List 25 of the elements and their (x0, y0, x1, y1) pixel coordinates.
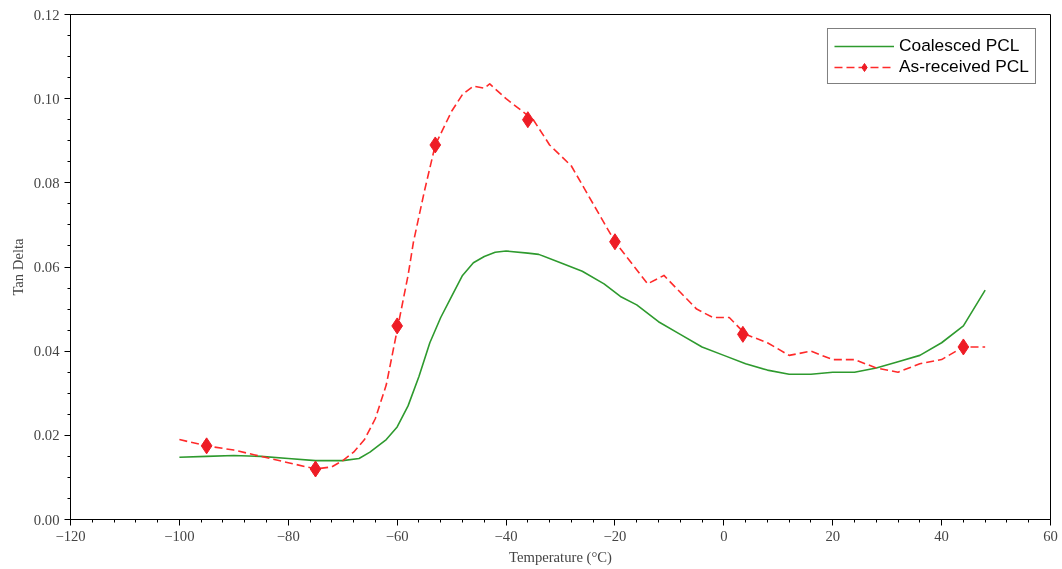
y-tick-label: 0.00 (33, 511, 60, 528)
point (309, 460, 322, 478)
x-tick-label: 0 (720, 527, 728, 544)
x-tick-label: 20 (825, 527, 841, 544)
y-axis-title: Tan Delta (9, 237, 26, 296)
x-tick-label: 40 (934, 527, 949, 544)
point (429, 136, 442, 154)
x-tick-label: −100 (164, 527, 195, 544)
point (957, 338, 970, 356)
x-tick-label: −60 (385, 527, 409, 544)
y-tick-label: 0.08 (33, 174, 60, 191)
x-tick-label: −20 (603, 527, 627, 544)
x-tick-label: 60 (1043, 527, 1058, 544)
legend-label: As-received PCL (898, 56, 1029, 77)
x-tick-label: −120 (55, 527, 86, 544)
y-tick-label: 0.10 (33, 90, 60, 107)
point (200, 437, 213, 455)
legend-label: Coalesced PCL (898, 35, 1020, 56)
x-tick-label: −40 (494, 527, 518, 544)
y-tick-label: 0.04 (33, 343, 61, 360)
x-axis-title: Temperature (°C) (509, 548, 613, 566)
x-tick-label: −80 (276, 527, 300, 544)
y-tick-label: 0.02 (33, 427, 60, 444)
y-tick-label: 0.06 (33, 259, 60, 275)
y-tick-label: 0.12 (33, 6, 60, 23)
